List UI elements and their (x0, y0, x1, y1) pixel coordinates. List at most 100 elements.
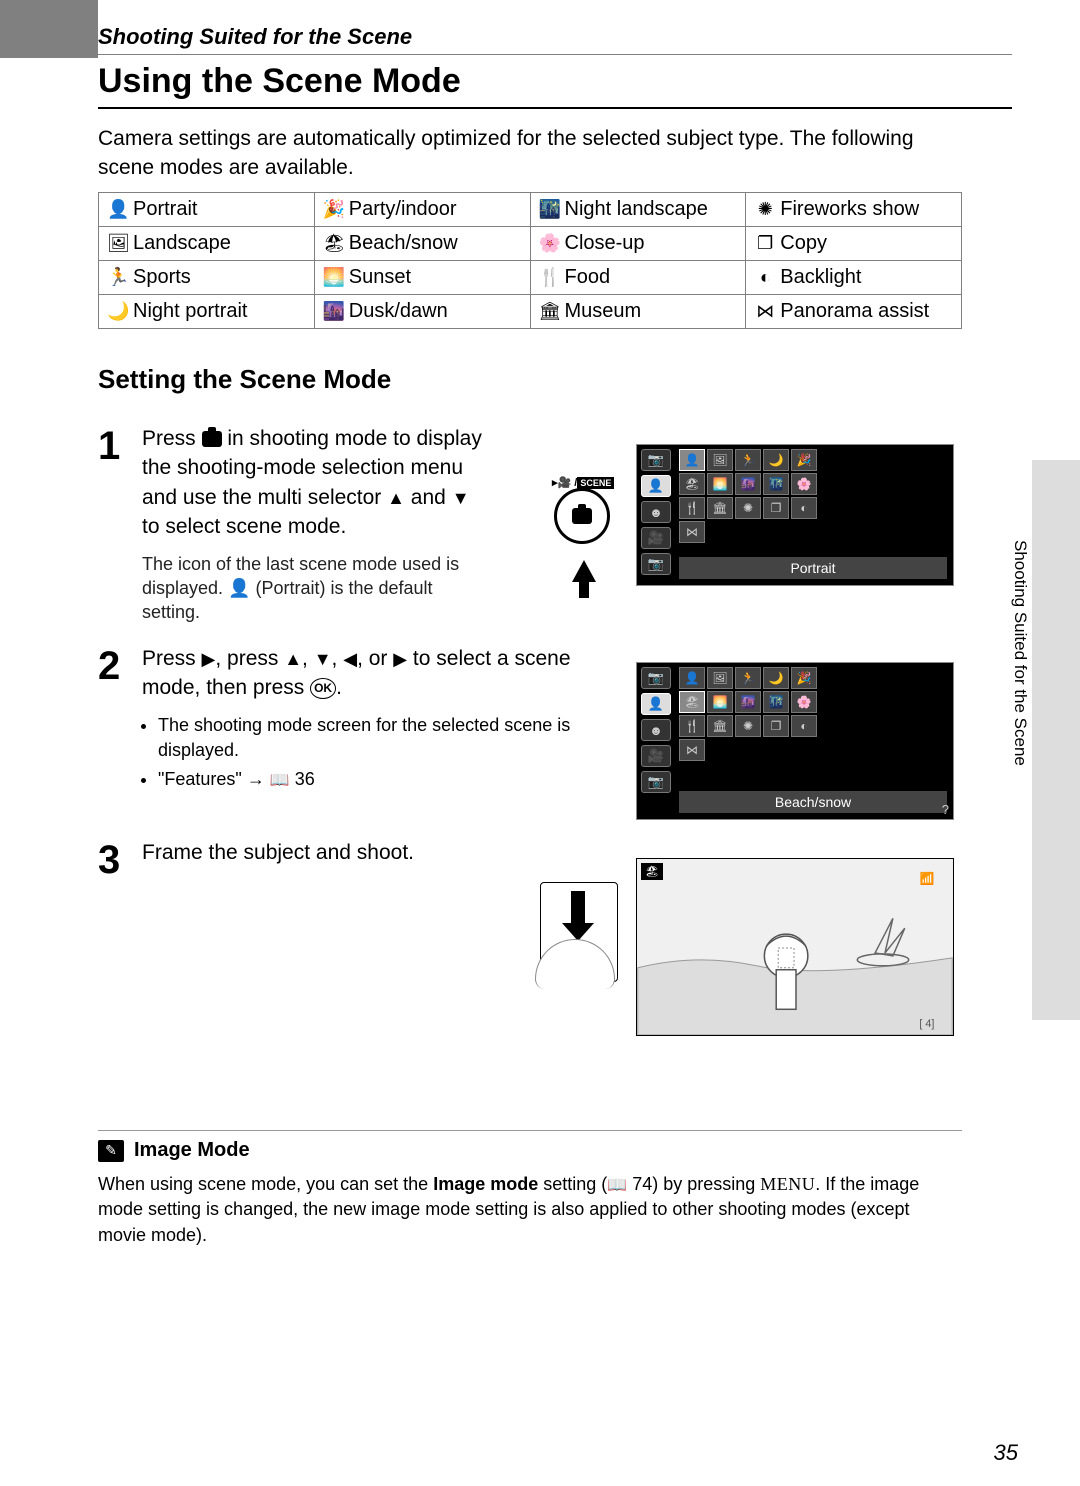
step-number: 3 (98, 840, 142, 880)
grid-icon: 🌃 (763, 473, 789, 495)
step-2: 2 Press , press , , , or to select a sce… (98, 644, 588, 797)
tab-icon: 🎥 (641, 745, 671, 767)
grid-icon: 🍴 (679, 497, 705, 519)
scene-mode-cell: 🖼Landscape (99, 227, 315, 261)
help-icon: ? (942, 802, 949, 817)
scene-mode-cell: 🎉Party/indoor (314, 193, 530, 227)
scene-mode-cell: ❐Copy (746, 227, 962, 261)
grid-icon: ❐ (763, 715, 789, 737)
step-1: 1 Press in shooting mode to display the … (98, 424, 488, 624)
scene-mode-cell: 🌃Night landscape (530, 193, 746, 227)
scene-mode-cell: 🏃Sports (99, 261, 315, 295)
note-body: When using scene mode, you can set the I… (98, 1172, 962, 1248)
step-2-text: Press , press , , , or to select a scene… (142, 644, 588, 703)
grid-icon: 🎉 (791, 667, 817, 689)
grid-icon: 🖼 (707, 667, 733, 689)
grid-icon: 🏃 (735, 449, 761, 471)
tab-icon: 📷 (641, 449, 671, 471)
grid-icon: ✺ (735, 715, 761, 737)
grid-icon: 👤 (679, 449, 705, 471)
pencil-icon: ✎ (98, 1140, 124, 1162)
scene-mode-label: Museum (565, 300, 642, 322)
intro-paragraph: Camera settings are automatically optimi… (98, 124, 950, 183)
scene-mode-icon: 🎉 (323, 199, 345, 220)
bullet-item: "Features" → 36 (158, 767, 588, 792)
scene-mode-cell: ✺Fireworks show (746, 193, 962, 227)
scene-mode-label: Panorama assist (780, 300, 929, 322)
scene-mode-label: Fireworks show (780, 198, 919, 220)
scene-mode-icon: ✺ (754, 199, 776, 220)
tab-icon: 👤 (641, 475, 671, 497)
page-title-text: Using the Scene Mode (98, 62, 461, 100)
scene-mode-icon: 🌸 (539, 233, 561, 254)
scene-mode-cell: 🏛Museum (530, 295, 746, 329)
tab-icon: 📷 (641, 667, 671, 689)
grid-icon: ⋈ (679, 521, 705, 543)
scene-mode-icon: 🍴 (539, 267, 561, 288)
grid-icon: ❐ (763, 497, 789, 519)
tab-icon: ☻ (641, 501, 671, 523)
step-3: 3 Frame the subject and shoot. (98, 838, 588, 880)
scene-mode-icon: 🏛 (539, 301, 561, 322)
scene-mode-label: Food (565, 266, 611, 288)
scene-mode-icon: 🌃 (539, 199, 561, 220)
grid-icon: 🌸 (791, 691, 817, 713)
ok-button-icon: OK (310, 678, 336, 699)
step-2-bullets: The shooting mode screen for the selecte… (142, 713, 588, 793)
grid-icon: 🌆 (735, 691, 761, 713)
grid-icon: 🖼 (707, 449, 733, 471)
svg-text:📶: 📶 (920, 872, 935, 886)
scene-mode-label: Copy (780, 232, 827, 254)
grid-icon: 🏖 (679, 691, 705, 713)
dial-circle (554, 488, 610, 544)
up-icon (284, 647, 302, 672)
note-heading: ✎ Image Mode (98, 1130, 962, 1162)
grid-icon: 🎉 (791, 449, 817, 471)
scene-mode-label: Portrait (133, 198, 197, 220)
grid-icon: 🏖 (679, 473, 705, 495)
scene-mode-icon: ❐ (754, 233, 776, 254)
scene-mode-label: Sports (133, 266, 191, 288)
scene-mode-label: Sunset (349, 266, 411, 288)
chapter-side-tab (1032, 460, 1080, 1020)
scene-mode-cell: 🌆Dusk/dawn (314, 295, 530, 329)
scene-mode-icon: ⋈ (754, 301, 776, 322)
grid-icon: 🌅 (707, 691, 733, 713)
scene-mode-icon: 👤 (107, 199, 129, 220)
grid-icon: ⋈ (679, 739, 705, 761)
scene-mode-cell: ⋈Panorama assist (746, 295, 962, 329)
grid-icon: ✺ (735, 497, 761, 519)
mode-badge: 🏖 (641, 863, 663, 880)
step-3-text: Frame the subject and shoot. (142, 838, 588, 867)
grid-icon: 🌸 (791, 473, 817, 495)
bullet-item: The shooting mode screen for the selecte… (158, 713, 588, 763)
section-header-text: Shooting Suited for the Scene (98, 24, 412, 49)
scene-mode-label: Backlight (780, 266, 861, 288)
scene-icon-grid: 👤🖼🏃🌙🎉 🏖🌅🌆🌃🌸 🍴🏛✺❐◐ ⋈ (679, 449, 817, 543)
scene-menu-panel-2: 📷 👤 ☻ 🎥 📷 👤🖼🏃🌙🎉 🏖🌅🌆🌃🌸 🍴🏛✺❐◐ ⋈ Beach/snow… (636, 662, 954, 820)
up-icon (387, 486, 405, 511)
grid-icon: 🌙 (763, 667, 789, 689)
svg-text:[ 4]: [ 4] (919, 1018, 934, 1030)
scene-mode-icon: 🏃 (107, 267, 129, 288)
book-icon (607, 1174, 627, 1194)
note-heading-text: Image Mode (134, 1139, 250, 1162)
grid-icon: ◐ (791, 715, 817, 737)
tab-icon: 📷 (641, 771, 671, 793)
scene-mode-cell: 🏖Beach/snow (314, 227, 530, 261)
scene-mode-cell: 🌸Close-up (530, 227, 746, 261)
scene-mode-label: Landscape (133, 232, 231, 254)
page-number: 35 (994, 1440, 1018, 1466)
tab-icon: ☻ (641, 719, 671, 741)
grid-icon: 🌙 (763, 449, 789, 471)
scene-mode-label: Night portrait (133, 300, 248, 322)
scene-mode-icon: ◐ (754, 267, 776, 288)
chapter-side-label: Shooting Suited for the Scene (1010, 540, 1030, 840)
grid-icon: 🌃 (763, 691, 789, 713)
grid-icon: ◐ (791, 497, 817, 519)
scene-mode-cell: ◐Backlight (746, 261, 962, 295)
menu-caption: Portrait (679, 557, 947, 579)
finger-illustration (535, 939, 615, 989)
mode-dial-diagram: ▸🎥 /SCENE (540, 448, 626, 578)
scene-mode-label: Beach/snow (349, 232, 458, 254)
